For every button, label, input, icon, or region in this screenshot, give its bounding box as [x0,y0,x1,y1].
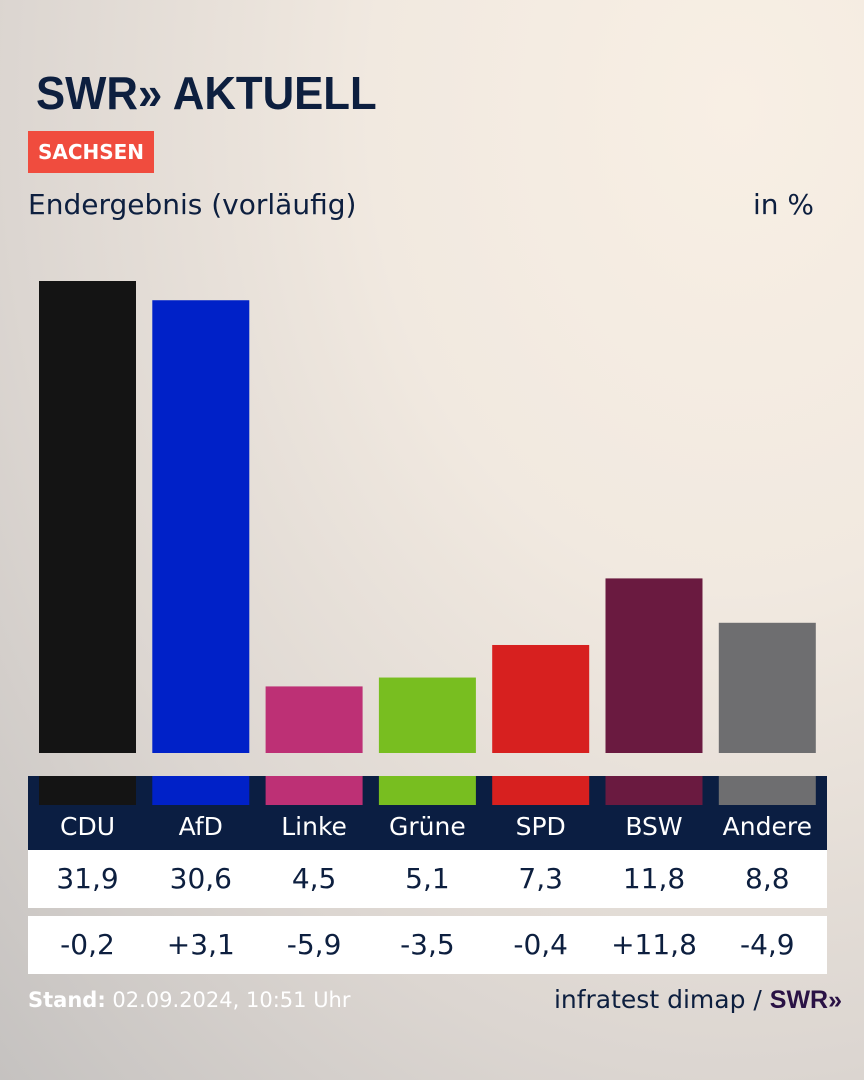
timestamp: Stand: 02.09.2024, 10:51 Uhr [28,988,351,1012]
party-label: BSW [625,812,683,841]
value-label: 31,9 [56,862,119,895]
swatch-linke [265,776,363,805]
swr-aktuell-logo: SWR» AKTUELL [36,67,377,119]
swatch-grüne [378,776,476,805]
value-label: 11,8 [622,862,686,895]
change-row [28,916,827,974]
change-label: -0,2 [60,928,115,961]
bar-cdu [39,281,136,753]
bar-afd [152,300,250,753]
bar-andere [718,622,816,753]
change-label: -3,5 [400,928,455,961]
value-label: 4,5 [291,862,337,895]
value-label: 30,6 [169,862,232,895]
change-label: +3,1 [166,928,235,961]
party-label: SPD [515,812,566,841]
swatch-afd [152,776,250,805]
value-label: 8,8 [745,862,790,895]
swatch-bsw [605,776,703,805]
change-label: +11,8 [611,928,697,961]
party-label: Grüne [389,812,466,841]
bar-grüne [378,677,476,753]
swatch-andere [718,776,816,805]
party-label: Linke [281,812,347,841]
value-label: 7,3 [518,862,563,895]
change-label: -5,9 [286,928,342,961]
stand-label: Stand: [28,988,106,1012]
stand-value: 02.09.2024, 10:51 Uhr [112,988,351,1012]
region-badge: SACHSEN [28,131,154,173]
swatch-spd [492,776,590,805]
bar-linke [265,686,363,753]
bar-bsw [605,578,703,753]
change-label: -4,9 [739,928,795,961]
party-label: AfD [178,812,223,841]
change-label: -0,4 [513,928,568,961]
swr-logo: SWR» [769,986,842,1014]
party-label: Andere [722,812,812,841]
party-label: CDU [59,812,115,841]
value-row [28,850,827,908]
unit-label: in % [752,188,814,221]
source-text: infratest dimap / [553,985,762,1014]
swatch-cdu [39,776,136,805]
chart-subtitle: Endergebnis (vorläufig) [28,188,357,221]
value-label: 5,1 [405,862,450,895]
source: infratest dimap / SWR» [554,985,842,1015]
bar-spd [492,644,590,753]
